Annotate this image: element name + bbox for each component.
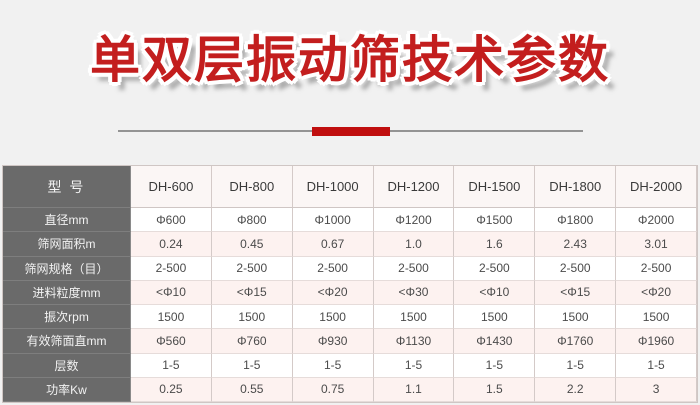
table-cell: 1-5 (616, 353, 697, 378)
spec-table: 型 号 DH-600 DH-800 DH-1000 DH-1200 DH-150… (2, 165, 698, 403)
table-cell: 1-5 (535, 353, 617, 378)
table-cell: 1-5 (211, 353, 293, 378)
title-divider (118, 127, 583, 136)
table-cell: 2-500 (292, 256, 374, 281)
table-cell: 0.25 (131, 377, 212, 402)
table-cell: Φ1500 (454, 208, 536, 233)
table-cell: Φ1760 (535, 329, 617, 354)
table-cell: 1-5 (373, 353, 455, 378)
table-cell: Φ560 (131, 329, 212, 354)
table-cell: 2.43 (535, 232, 617, 257)
table-model-header: DH-800 (211, 166, 293, 208)
table-cell: 1500 (616, 305, 697, 330)
table-cell: 0.55 (211, 377, 293, 402)
table-cell: Φ1200 (373, 208, 455, 233)
row-label: 振次rpm (3, 305, 131, 330)
table-cell: 1500 (211, 305, 293, 330)
table-cell: 1.0 (373, 232, 455, 257)
row-label: 层数 (3, 353, 131, 378)
table-cell: 2-500 (454, 256, 536, 281)
table-cell: Φ1130 (373, 329, 455, 354)
table-cell: <Φ20 (292, 280, 374, 305)
table-cell: Φ1960 (616, 329, 697, 354)
table-cell: 1-5 (131, 353, 212, 378)
table-cell: Φ760 (211, 329, 293, 354)
table-cell: <Φ10 (454, 280, 536, 305)
table-cell: 1.6 (454, 232, 536, 257)
row-label: 进料粒度mm (3, 280, 131, 305)
table-cell: Φ930 (292, 329, 374, 354)
table-cell: 0.75 (292, 377, 374, 402)
table-cell: 1500 (454, 305, 536, 330)
table-cell: 1500 (373, 305, 455, 330)
table-cell: <Φ15 (211, 280, 293, 305)
row-label: 直径mm (3, 208, 131, 233)
table-cell: 2-500 (373, 256, 455, 281)
table-cell: Φ1000 (292, 208, 374, 233)
table-cell: 3.01 (616, 232, 697, 257)
row-label: 筛网规格（目） (3, 256, 131, 281)
table-cell: Φ1800 (535, 208, 617, 233)
table-cell: 2-500 (211, 256, 293, 281)
table-cell: 0.45 (211, 232, 293, 257)
table-cell: <Φ20 (616, 280, 697, 305)
table-cell: Φ800 (211, 208, 293, 233)
divider-accent-bar (311, 127, 390, 136)
table-corner-label: 型 号 (3, 166, 131, 208)
table-cell: 0.24 (131, 232, 212, 257)
table-cell: 1.5 (454, 377, 536, 402)
table-cell: Φ1430 (454, 329, 536, 354)
table-cell: <Φ30 (373, 280, 455, 305)
table-model-header: DH-1200 (373, 166, 455, 208)
row-label: 筛网面积m (3, 232, 131, 257)
table-cell: Φ2000 (616, 208, 697, 233)
row-label: 功率Kw (3, 377, 131, 402)
page-title: 单双层振动筛技术参数 (90, 32, 610, 88)
table-cell: 2-500 (535, 256, 617, 281)
table-cell: 1.1 (373, 377, 455, 402)
table-model-header: DH-1500 (454, 166, 536, 208)
table-cell: <Φ10 (131, 280, 212, 305)
table-cell: 2.2 (535, 377, 617, 402)
table-model-header: DH-600 (131, 166, 212, 208)
table-cell: 1-5 (292, 353, 374, 378)
table-cell: 3 (616, 377, 697, 402)
table-cell: 1500 (292, 305, 374, 330)
table-model-header: DH-1800 (535, 166, 617, 208)
row-label: 有效筛面直mm (3, 329, 131, 354)
table-cell: 1500 (131, 305, 212, 330)
table-cell: <Φ15 (535, 280, 617, 305)
table-model-header: DH-2000 (616, 166, 697, 208)
table-cell: 2-500 (131, 256, 212, 281)
table-cell: 0.67 (292, 232, 374, 257)
table-model-header: DH-1000 (292, 166, 374, 208)
table-cell: Φ600 (131, 208, 212, 233)
table-cell: 1500 (535, 305, 617, 330)
table-cell: 2-500 (616, 256, 697, 281)
table-cell: 1-5 (454, 353, 536, 378)
